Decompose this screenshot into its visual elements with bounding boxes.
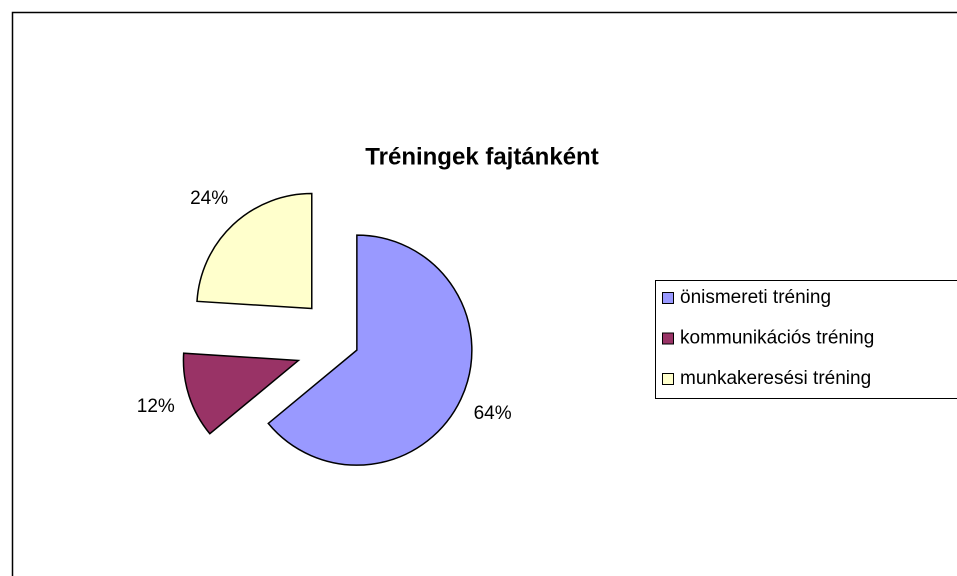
chart-title: Tréningek fajtánként [365,143,598,170]
legend-swatch [662,373,674,385]
pie-slice [196,192,313,310]
legend-swatch [662,332,674,345]
data-label: 64% [474,403,512,424]
legend-box [655,280,957,399]
data-label: 12% [137,396,175,417]
data-label: 24% [190,188,228,209]
pie-slice [267,234,473,466]
legend-label: önismereti tréning [680,287,831,308]
pie-slice [182,352,301,435]
legend-swatch [662,292,674,304]
legend-label: munkakeresési tréning [680,368,871,389]
legend-label: kommunikációs tréning [680,328,874,349]
